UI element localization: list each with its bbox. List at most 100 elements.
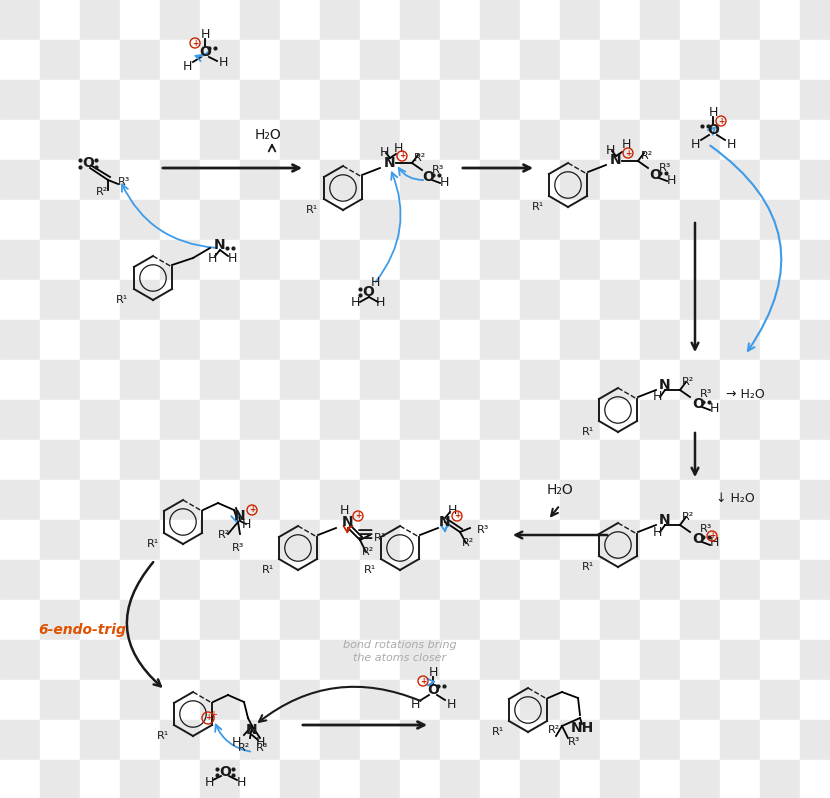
Bar [720,80,760,120]
Bar [120,440,160,480]
Bar [360,200,400,240]
Bar [0,400,40,440]
Bar [200,40,240,80]
Bar [440,720,480,760]
Bar [480,600,520,640]
Bar [800,440,830,480]
Bar [40,400,80,440]
Bar [400,360,440,400]
Bar [600,640,640,680]
Bar [760,480,800,520]
Text: H: H [370,275,379,289]
Bar [440,640,480,680]
Text: H: H [218,56,227,69]
Bar [40,600,80,640]
Bar [400,400,440,440]
Text: R²: R² [682,377,694,387]
Bar [80,760,120,798]
Bar [320,120,360,160]
Bar [40,440,80,480]
Bar [40,200,80,240]
Text: H₂O: H₂O [255,128,281,142]
Bar [400,40,440,80]
Bar [80,80,120,120]
Text: H: H [379,145,388,159]
Bar [720,240,760,280]
Bar [600,160,640,200]
Bar [360,600,400,640]
Bar [680,680,720,720]
Bar [600,680,640,720]
Bar [560,320,600,360]
Bar [280,680,320,720]
Bar [560,40,600,80]
Bar [520,600,560,640]
Text: H: H [605,144,615,156]
Bar [800,40,830,80]
Bar [80,0,120,40]
Bar [40,360,80,400]
Bar [160,680,200,720]
Text: R¹: R¹ [157,731,169,741]
Bar [440,280,480,320]
Bar [40,760,80,798]
Bar [40,40,80,80]
Bar [560,360,600,400]
Bar [0,600,40,640]
Bar [440,680,480,720]
Text: H: H [375,295,384,309]
Bar [800,680,830,720]
Bar [280,640,320,680]
Text: R³: R³ [232,543,244,553]
Bar [720,280,760,320]
Bar [80,480,120,520]
Bar [40,680,80,720]
Bar [800,400,830,440]
Bar [720,440,760,480]
Text: O: O [692,532,704,546]
Bar [520,160,560,200]
Text: R¹: R¹ [532,202,544,212]
Bar [240,720,280,760]
Bar [560,680,600,720]
Bar [680,40,720,80]
Bar [720,160,760,200]
Bar [480,760,520,798]
Bar [760,720,800,760]
Bar [520,720,560,760]
Bar [520,320,560,360]
Bar [120,200,160,240]
Bar [400,120,440,160]
Bar [440,320,480,360]
Text: ↓ H₂O: ↓ H₂O [715,492,754,504]
Text: H: H [339,504,349,516]
Bar [800,480,830,520]
Bar [0,640,40,680]
Bar [440,360,480,400]
Bar [320,680,360,720]
Bar [120,240,160,280]
Text: N: N [214,238,226,252]
Bar [720,640,760,680]
Bar [280,520,320,560]
Bar [800,280,830,320]
Text: H: H [232,736,241,749]
Bar [400,680,440,720]
Text: R²: R² [414,153,426,163]
Bar [640,560,680,600]
Bar [520,400,560,440]
Bar [480,200,520,240]
Bar [80,240,120,280]
Bar [120,320,160,360]
Bar [0,720,40,760]
Bar [200,80,240,120]
Bar [560,280,600,320]
Bar [200,280,240,320]
Bar [560,520,600,560]
Bar [120,640,160,680]
Text: R³: R³ [432,165,444,175]
Text: R²: R² [641,151,653,161]
Text: N: N [610,153,622,167]
Bar [160,640,200,680]
Bar [320,640,360,680]
